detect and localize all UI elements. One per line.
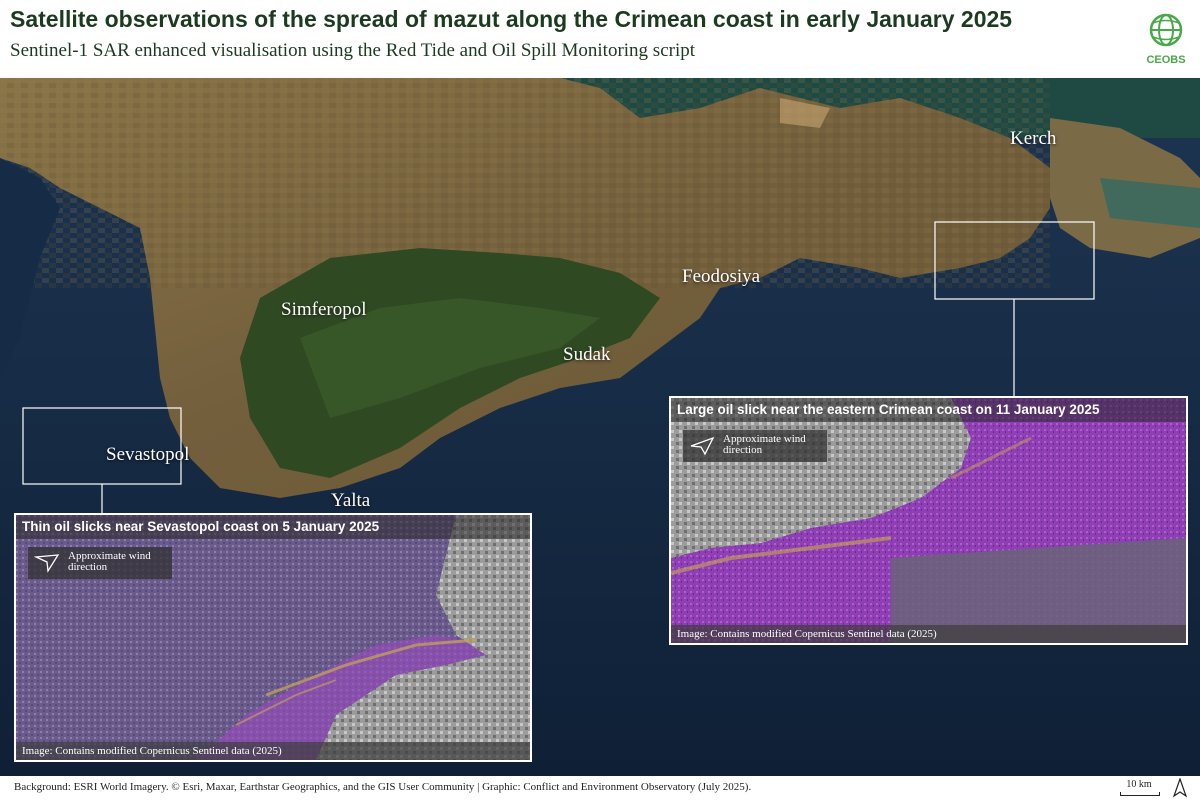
kerch-strait <box>1100 178 1200 228</box>
wind-box-kerch: Approximate wind direction <box>683 430 827 462</box>
inset-sevastopol: Thin oil slicks near Sevastopol coast on… <box>14 513 532 762</box>
logo-text: CEOBS <box>1146 54 1186 66</box>
globe-icon <box>1149 13 1183 47</box>
inset-sevastopol-credit: Image: Contains modified Copernicus Sent… <box>16 742 530 760</box>
page-title: Satellite observations of the spread of … <box>10 6 1013 32</box>
inset-kerch-title: Large oil slick near the eastern Crimean… <box>671 398 1186 422</box>
wind-direction-icon <box>34 554 60 573</box>
forest-ridge <box>300 298 600 418</box>
wind-label: Approximate wind direction <box>68 550 151 573</box>
sar-image-sevastopol <box>16 515 530 760</box>
city-label-yalta: Yalta <box>331 490 371 511</box>
inset-kerch-credit: Image: Contains modified Copernicus Sent… <box>671 625 1186 643</box>
city-label-feodosiya: Feodosiya <box>682 266 761 287</box>
footer-credit: Background: ESRI World Imagery. © Esri, … <box>14 781 752 793</box>
page-subtitle: Sentinel-1 SAR enhanced visualisation us… <box>10 40 696 61</box>
scale-bar-line <box>1120 792 1160 796</box>
city-label-kerch: Kerch <box>1010 128 1057 149</box>
footer: Background: ESRI World Imagery. © Esri, … <box>0 776 1200 800</box>
sar-image-kerch <box>671 398 1186 643</box>
scale-bar: 10 km <box>1116 779 1162 797</box>
wind-box-sevastopol: Approximate wind direction <box>28 547 172 579</box>
satellite-map: Kerch Feodosiya Simferopol Sudak Sevasto… <box>0 78 1200 776</box>
farm-fields <box>0 78 1050 288</box>
city-label-sevastopol: Sevastopol <box>106 444 190 465</box>
inset-kerch: Large oil slick near the eastern Crimean… <box>669 396 1188 645</box>
salt-lake <box>780 98 830 128</box>
wind-label: Approximate wind direction <box>723 433 806 456</box>
header: Satellite observations of the spread of … <box>0 0 1200 78</box>
ceobs-logo: CEOBS <box>1138 10 1194 70</box>
wind-direction-icon <box>690 436 715 456</box>
north-arrow-icon <box>1172 778 1188 798</box>
inset-sevastopol-title: Thin oil slicks near Sevastopol coast on… <box>16 515 530 539</box>
western-bay <box>0 158 60 378</box>
city-label-simferopol: Simferopol <box>281 299 367 320</box>
scale-label: 10 km <box>1126 779 1152 790</box>
city-label-sudak: Sudak <box>563 344 611 365</box>
